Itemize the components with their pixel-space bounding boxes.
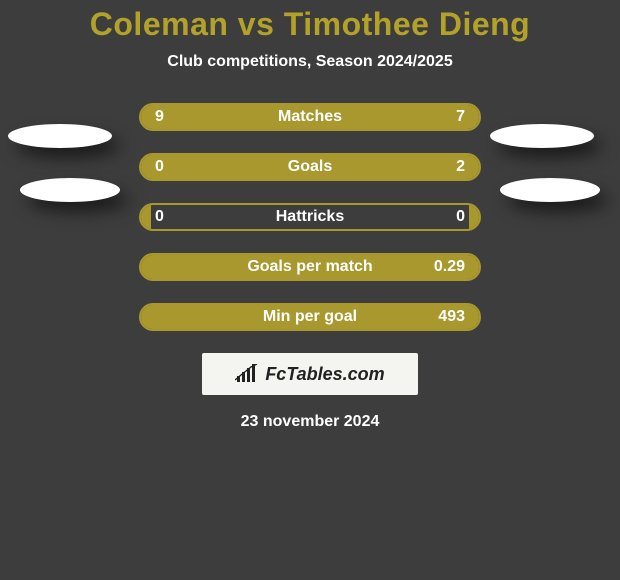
date-label: 23 november 2024: [0, 413, 620, 431]
page-subtitle: Club competitions, Season 2024/2025: [0, 53, 620, 71]
logo-text: FcTables.com: [265, 364, 384, 385]
stat-fill-right: [151, 305, 479, 329]
stat-fill-left: [141, 155, 151, 179]
stat-row: Goals per match0.29: [139, 253, 481, 281]
stat-fill-left: [141, 305, 151, 329]
date-text: 23 november 2024: [241, 413, 380, 430]
decorative-ellipse: [490, 124, 594, 148]
decorative-ellipse: [500, 178, 600, 202]
page-title: Coleman vs Timothee Dieng: [0, 0, 620, 43]
stat-label: Hattricks: [141, 205, 479, 229]
fctables-logo: FcTables.com: [202, 353, 418, 395]
stat-value-right: 0: [456, 205, 465, 229]
decorative-ellipse: [8, 124, 112, 148]
stat-fill-left: [141, 105, 330, 129]
stat-fill-right: [151, 255, 479, 279]
stat-row: Matches97: [139, 103, 481, 131]
subtitle-text: Club competitions, Season 2024/2025: [167, 53, 452, 70]
stat-fill-left: [141, 255, 151, 279]
stat-fill-right: [151, 155, 479, 179]
decorative-ellipse: [20, 178, 120, 202]
stat-fill-left: [141, 205, 151, 229]
bar-chart-icon: [235, 364, 261, 384]
stat-row: Min per goal493: [139, 303, 481, 331]
stat-row: Hattricks0 0: [139, 203, 481, 231]
stat-value-left: 0: [155, 205, 164, 229]
stat-fill-right: [469, 205, 479, 229]
stat-fill-right: [330, 105, 479, 129]
title-text: Coleman vs Timothee Dieng: [90, 6, 530, 42]
stat-row: Goals02: [139, 153, 481, 181]
